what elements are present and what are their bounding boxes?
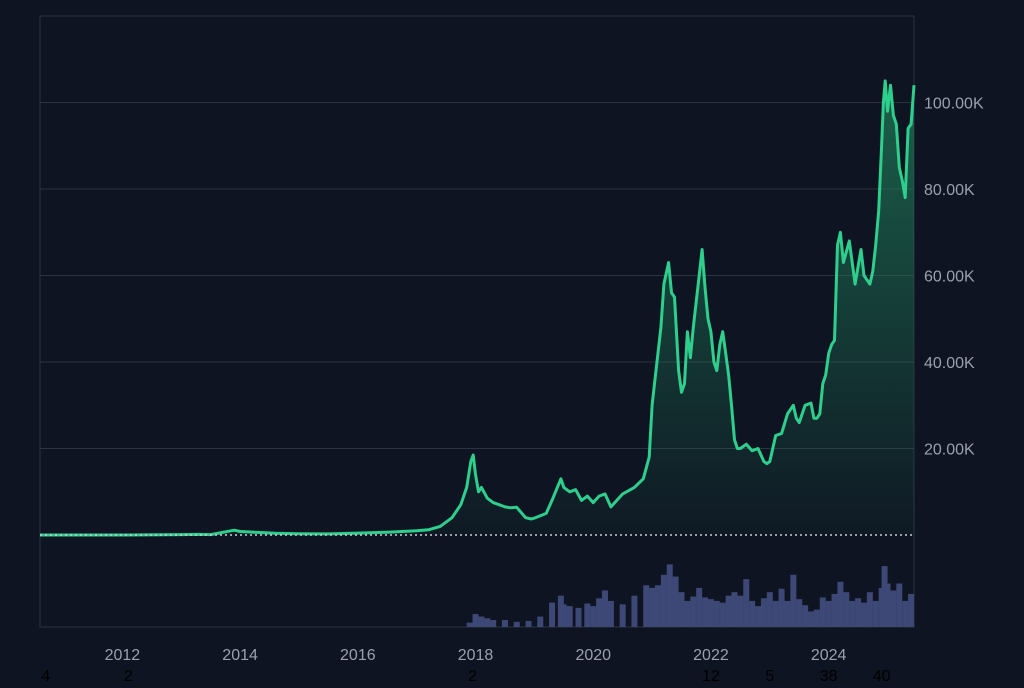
volume-bar [654, 585, 661, 627]
volume-bar [713, 600, 720, 627]
y-tick-label: 40.00K [924, 355, 975, 372]
volume-bar [537, 616, 544, 627]
volume-bar [513, 621, 520, 627]
volume-bar [749, 600, 756, 627]
volume-bar [760, 598, 767, 627]
volume-bar [755, 606, 762, 627]
volume-bar [702, 597, 709, 627]
volume-bar [549, 602, 556, 627]
volume-bar [584, 603, 591, 627]
volume-bar [790, 574, 797, 627]
volume-bar [731, 592, 738, 627]
volume-bar [619, 604, 626, 627]
volume-bar [631, 595, 638, 627]
volume-bar [602, 590, 609, 627]
bottom-count-label: 2 [468, 668, 477, 683]
volume-bar [843, 592, 850, 627]
y-tick-label: 20.00K [924, 442, 975, 459]
price-line[interactable] [40, 79, 916, 537]
x-tick-label: 2022 [693, 647, 729, 664]
volume-bar [802, 605, 809, 627]
bottom-count-label: 40 [873, 668, 891, 683]
volume-bar [849, 600, 856, 627]
volume-bar [660, 574, 667, 627]
bottom-count-label: 5 [765, 668, 774, 683]
price-area [40, 80, 914, 536]
volume-bar [890, 590, 897, 627]
x-tick-label: 2014 [222, 647, 258, 664]
volume-bar [855, 598, 862, 627]
bottom-count-label: 12 [702, 668, 720, 683]
y-tick-label: 100.00K [924, 96, 984, 113]
volume-bar [525, 620, 532, 627]
volume-bar [866, 592, 873, 627]
volume-bar [607, 600, 614, 627]
x-tick-label: 2018 [458, 647, 494, 664]
volume-bar [566, 606, 573, 627]
volume-bar [896, 583, 903, 627]
volume-bar [575, 607, 582, 627]
bottom-count-label: 4 [41, 668, 50, 683]
bottom-count-label: 2 [124, 668, 133, 683]
volume-bar [908, 593, 915, 627]
volume-bar [819, 597, 826, 627]
volume-bar [478, 616, 485, 627]
volume-bar [860, 602, 867, 627]
volume-bar [490, 620, 497, 627]
volume-bar [725, 595, 732, 627]
volume-bar [596, 598, 603, 627]
volume-bar [707, 599, 714, 627]
volume-bar [808, 611, 815, 627]
volume-bar [743, 579, 750, 627]
volume-bar [501, 620, 508, 627]
volume-bar [466, 622, 473, 627]
volume-bar [813, 609, 820, 627]
volume-bar [484, 618, 491, 627]
volume-bar [796, 599, 803, 627]
volume-bar [884, 583, 891, 627]
volume-bar [643, 585, 650, 627]
volume-bar [472, 613, 479, 627]
x-tick-label: 2020 [575, 647, 611, 664]
volume-bar [784, 600, 791, 627]
volume-bar [825, 600, 832, 627]
bottom-count-label: 38 [820, 668, 838, 683]
volume-bar [831, 593, 838, 627]
volume-bar [590, 606, 597, 627]
volume-bar [696, 587, 703, 627]
volume-bar [772, 600, 779, 627]
volume-bar [837, 581, 844, 627]
volume-bar [737, 595, 744, 627]
volume-bar [872, 600, 879, 627]
x-tick-label: 2012 [105, 647, 141, 664]
volume-bar [560, 604, 567, 627]
volume-bar [649, 587, 656, 627]
volume-bar [902, 600, 909, 627]
volume-bar [778, 588, 785, 627]
volume-bar [678, 592, 685, 627]
volume-bar [672, 576, 679, 627]
y-tick-label: 60.00K [924, 269, 975, 286]
volume-bar [684, 600, 691, 627]
volume-bar [719, 602, 726, 627]
x-tick-label: 2024 [811, 647, 847, 664]
volume-bar [766, 592, 773, 627]
x-tick-label: 2016 [340, 647, 376, 664]
volume-bar [690, 596, 697, 627]
y-tick-label: 80.00K [924, 182, 975, 199]
